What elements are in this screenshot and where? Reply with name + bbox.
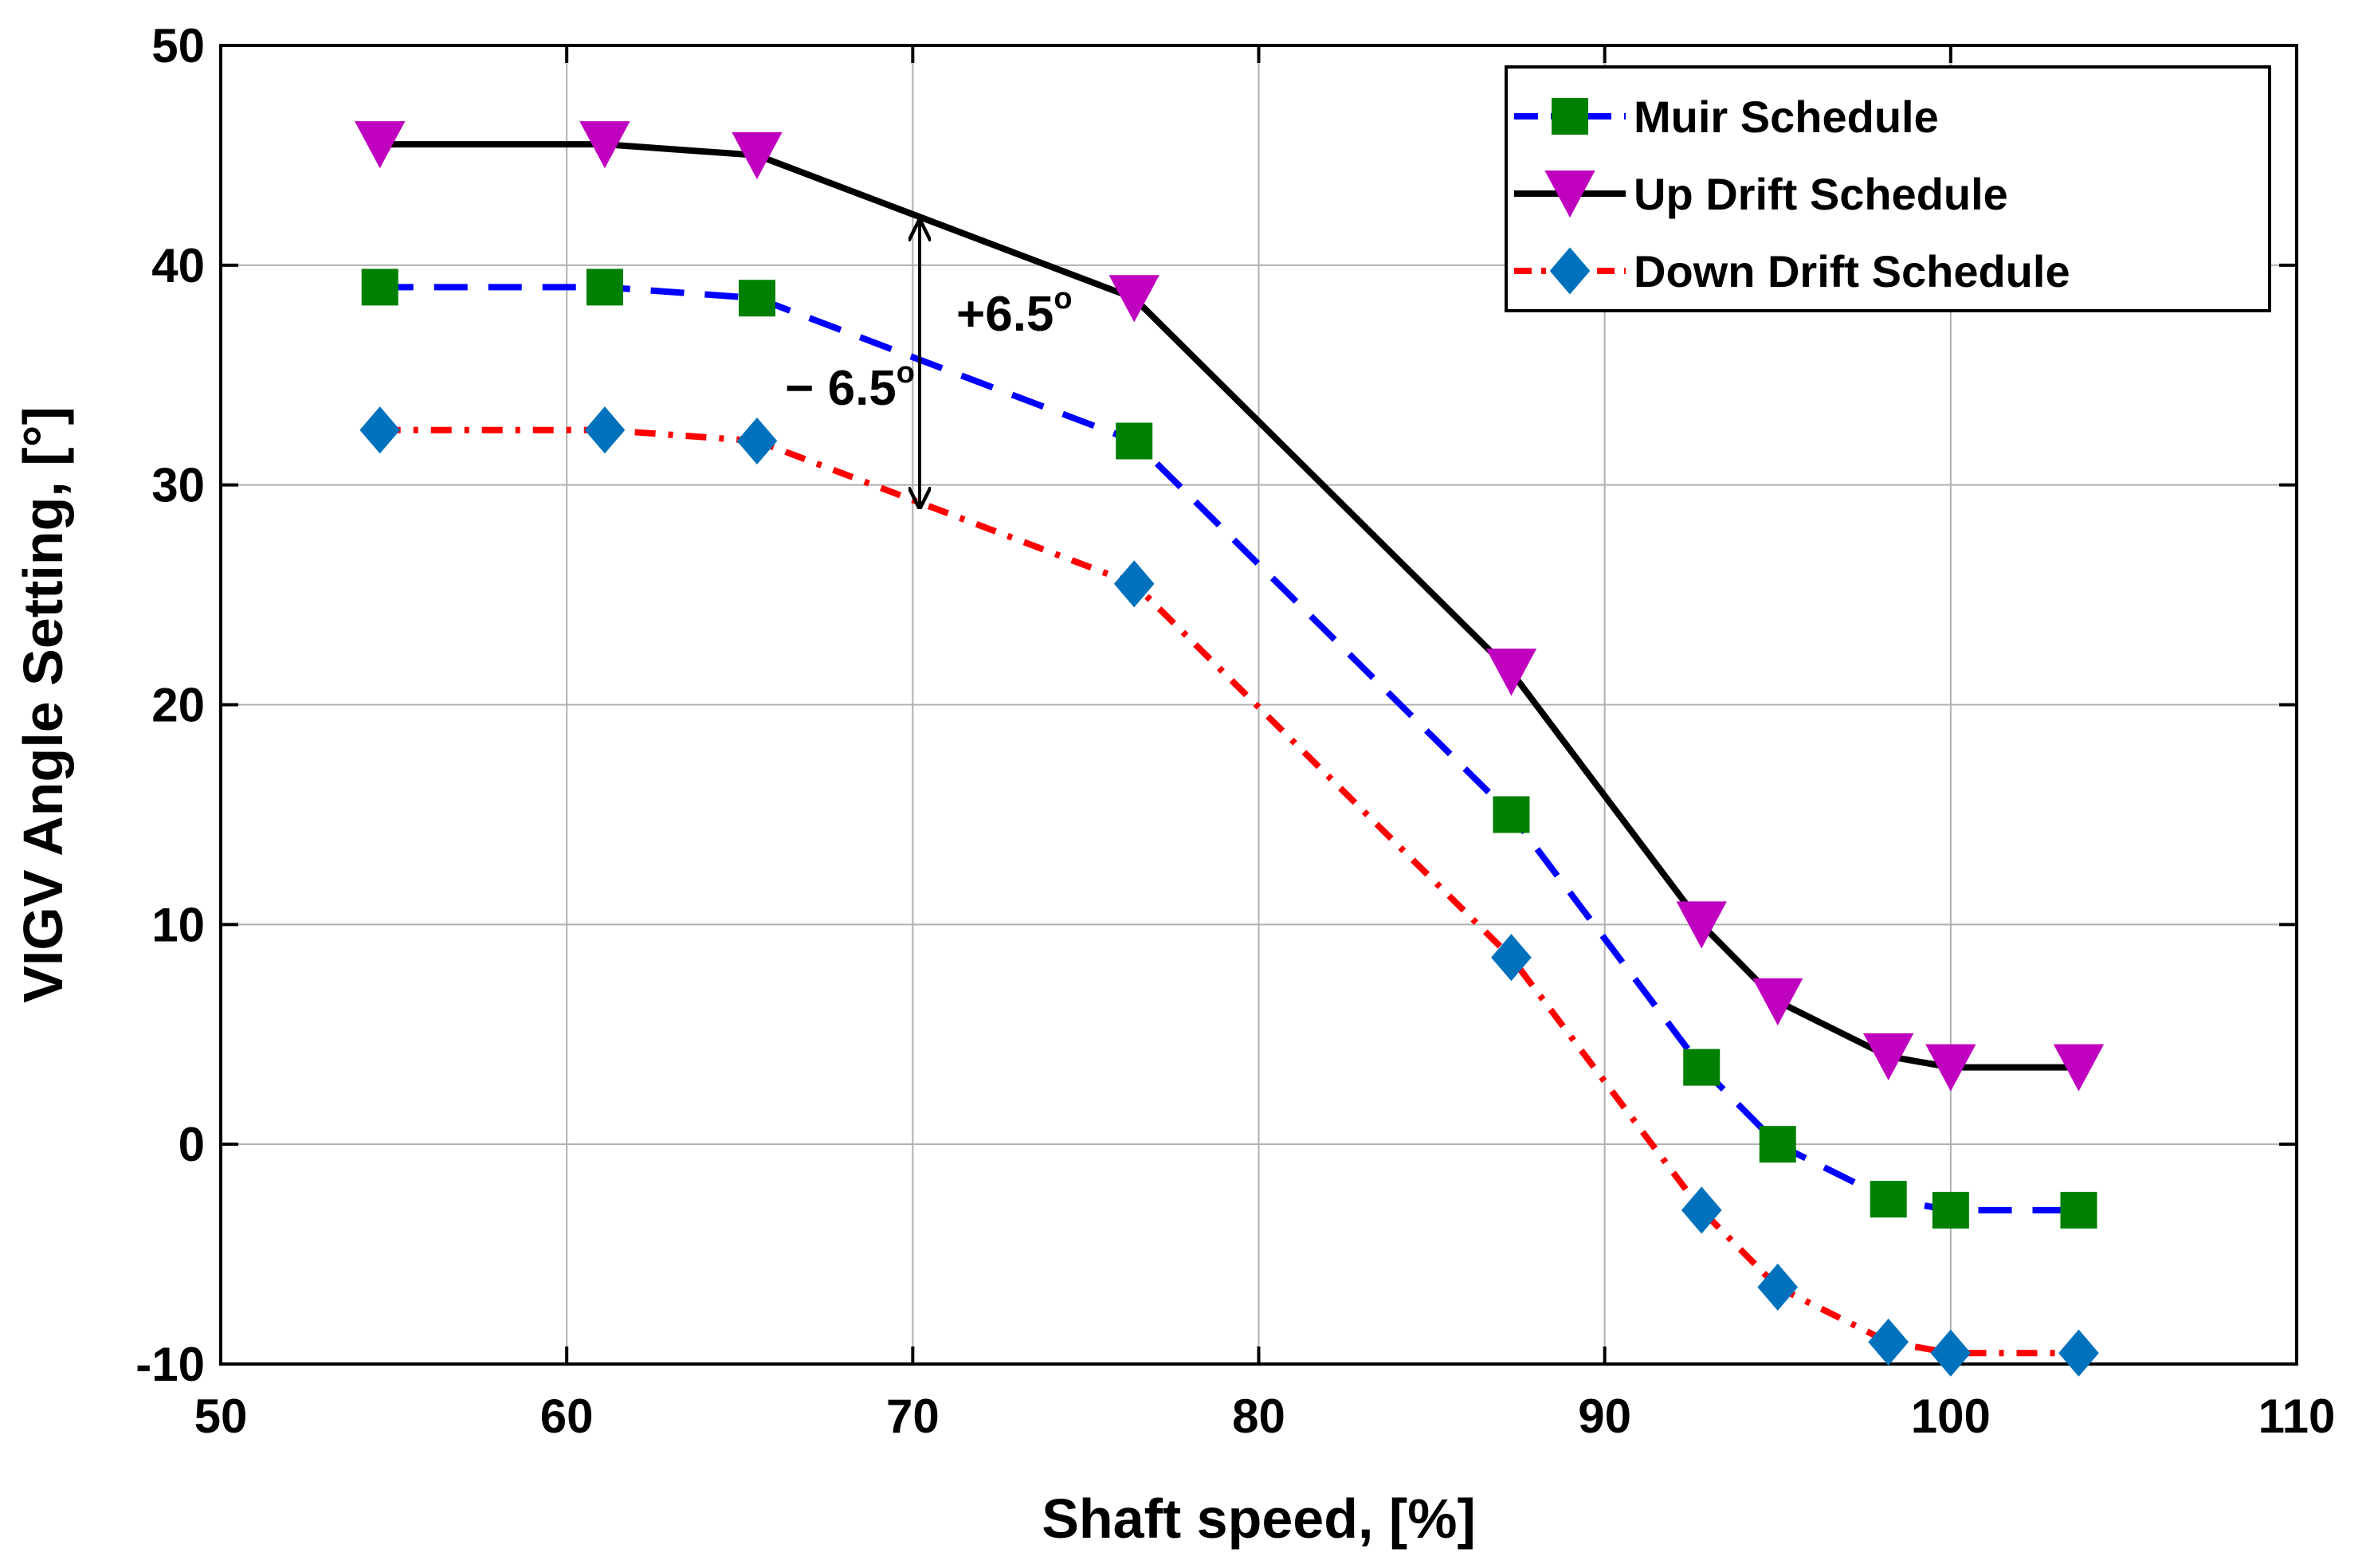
legend-item-up-drift-schedule: Up Drift Schedule <box>1514 169 2008 219</box>
x-tick-label: 60 <box>540 1390 594 1443</box>
x-tick-label: 100 <box>1911 1390 1991 1443</box>
y-tick-label: -10 <box>135 1338 205 1391</box>
data-point-muir-schedule <box>1493 796 1530 833</box>
series-line-muir-schedule <box>379 284 2079 1213</box>
legend: Muir Schedule Up Drift Schedule Down Drift… <box>1505 65 2271 312</box>
series-line-up-drift-schedule <box>379 141 2079 1071</box>
series-layer <box>355 121 2105 1377</box>
y-tick-label: 0 <box>179 1118 205 1171</box>
y-tick-label: 40 <box>151 239 205 292</box>
data-point-up-drift-schedule <box>1863 1033 1914 1080</box>
annotations: +6.5o − 6.5o <box>785 221 1073 508</box>
data-point-down-drift-schedule <box>1868 1318 1909 1366</box>
legend-box <box>1505 65 2271 312</box>
x-tick-label: 70 <box>886 1390 940 1443</box>
series-muir-schedule <box>361 269 2097 1229</box>
legend-marker <box>1544 171 1595 218</box>
data-point-muir-schedule <box>1683 1049 1721 1086</box>
data-point-up-drift-schedule <box>579 121 630 169</box>
data-point-muir-schedule <box>586 269 623 306</box>
data-point-muir-schedule <box>1932 1191 1969 1229</box>
legend-label: Muir Schedule <box>1634 92 1939 142</box>
y-tick-label: 30 <box>151 459 205 512</box>
data-point-down-drift-schedule <box>2058 1329 2099 1377</box>
series-up-drift-schedule <box>355 121 2105 1092</box>
legend-item-down-drift-schedule: Down Drift Schedule <box>1514 246 2070 296</box>
legend-marker <box>1552 98 1588 135</box>
legend-item-muir-schedule: Muir Schedule <box>1514 92 1939 142</box>
annotation-label: +6.5o <box>956 282 1073 342</box>
x-tick-label: 90 <box>1578 1390 1631 1443</box>
data-point-up-drift-schedule <box>1485 649 1537 696</box>
series-down-drift-schedule <box>359 406 2099 1377</box>
data-point-down-drift-schedule <box>359 406 401 454</box>
y-axis-label: VIGV Angle Setting, [°] <box>12 406 74 1003</box>
data-point-muir-schedule <box>361 269 398 306</box>
legend-label: Up Drift Schedule <box>1634 169 2008 219</box>
annotation-label: − 6.5o <box>785 356 915 416</box>
data-point-up-drift-schedule <box>732 131 783 180</box>
data-point-up-drift-schedule <box>1752 978 1803 1025</box>
data-point-muir-schedule <box>2060 1191 2097 1229</box>
legend-marker <box>1549 247 1591 295</box>
axes: 50 60 70 80 90 100 110 -10 0 10 20 30 40 50 Shaft spee… <box>12 19 2335 1550</box>
data-point-up-drift-schedule <box>1676 901 1727 949</box>
y-tick-label: 50 <box>151 19 205 73</box>
data-point-muir-schedule <box>1116 422 1153 460</box>
series-line-down-drift-schedule <box>379 426 2079 1357</box>
y-tick-label: 20 <box>151 679 205 732</box>
y-tick-label: 10 <box>151 898 205 951</box>
data-point-muir-schedule <box>738 280 775 317</box>
data-point-down-drift-schedule <box>736 417 778 465</box>
data-point-down-drift-schedule <box>1930 1329 1972 1377</box>
x-tick-label: 110 <box>2258 1390 2336 1443</box>
x-tick-label: 50 <box>194 1390 248 1443</box>
data-point-up-drift-schedule <box>1925 1044 1976 1092</box>
data-point-up-drift-schedule <box>2053 1044 2105 1092</box>
data-point-down-drift-schedule <box>1757 1263 1799 1311</box>
data-point-up-drift-schedule <box>1108 275 1159 323</box>
data-point-up-drift-schedule <box>355 121 406 169</box>
legend-label: Down Drift Schedule <box>1634 246 2070 296</box>
x-tick-label: 80 <box>1232 1390 1285 1443</box>
data-point-down-drift-schedule <box>1491 934 1532 982</box>
data-point-down-drift-schedule <box>1681 1186 1722 1234</box>
x-axis-label: Shaft speed, [%] <box>1042 1488 1476 1550</box>
data-point-down-drift-schedule <box>584 406 626 454</box>
data-point-down-drift-schedule <box>1113 560 1155 608</box>
data-point-muir-schedule <box>1870 1181 1907 1218</box>
data-point-muir-schedule <box>1759 1126 1796 1163</box>
